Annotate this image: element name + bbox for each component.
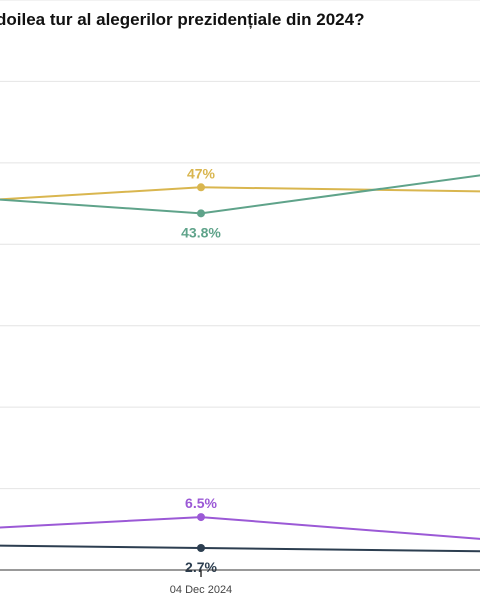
series-line	[0, 516, 480, 540]
grid-layer	[0, 0, 480, 490]
data-label: 47%	[187, 165, 216, 181]
data-point	[197, 183, 205, 192]
data-label: 6.5%	[185, 495, 217, 511]
data-point	[197, 513, 205, 522]
x-axis: 04 Dec 2024	[0, 569, 480, 596]
data-label: 2.7%	[185, 559, 217, 575]
data-point	[197, 209, 205, 218]
series-line	[0, 544, 480, 553]
x-tick-label: 04 Dec 2024	[170, 584, 232, 596]
data-point	[197, 544, 205, 553]
chart-title: doilea tur al alegerilor prezidențiale d…	[0, 10, 365, 29]
series-3: 2.7%	[0, 544, 480, 575]
series-line	[0, 186, 480, 201]
series-2: 6.5%	[0, 495, 480, 540]
series-1: 43.8%	[0, 174, 480, 240]
data-label: 43.8%	[181, 224, 221, 240]
series-layer: 47% 43.8% 6.5% 2.7%	[0, 165, 480, 575]
series-0: 47%	[0, 165, 480, 201]
